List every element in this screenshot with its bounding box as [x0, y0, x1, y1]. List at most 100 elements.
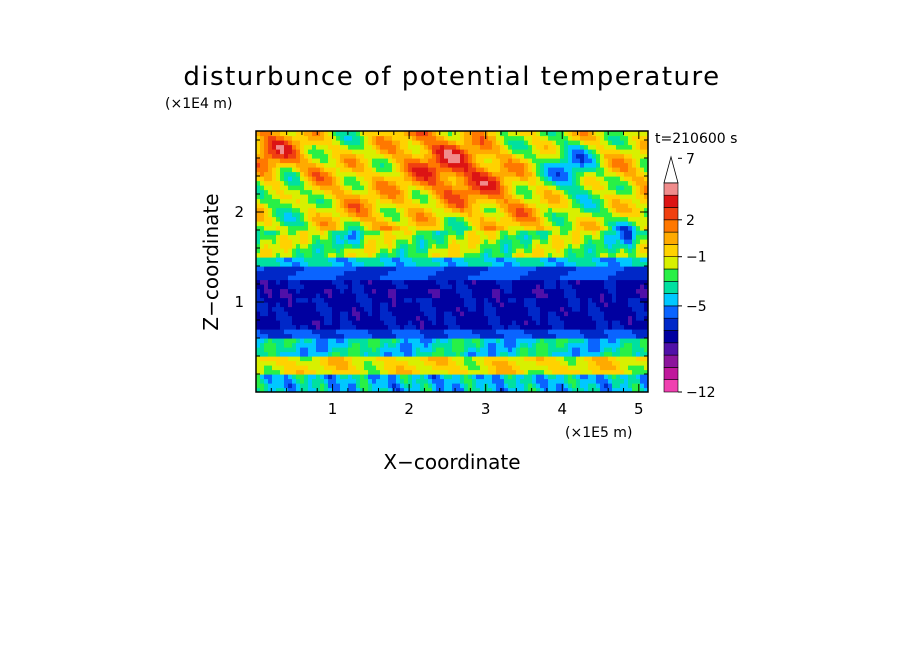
contour-cell — [288, 158, 293, 164]
contour-cell — [428, 221, 433, 227]
contour-cell — [520, 158, 525, 164]
contour-cell — [412, 279, 417, 285]
contour-cell — [580, 203, 585, 209]
contour-cell — [408, 144, 413, 150]
contour-cell — [508, 329, 513, 335]
contour-cell — [288, 140, 293, 146]
contour-cell — [484, 387, 489, 392]
contour-cell — [552, 306, 557, 312]
contour-cell — [572, 225, 577, 231]
contour-cell — [296, 297, 301, 303]
contour-cell — [548, 239, 553, 245]
contour-cell — [288, 176, 293, 182]
contour-cell — [528, 351, 533, 357]
contour-cell — [356, 153, 361, 159]
contour-cell — [540, 176, 545, 182]
contour-cell — [596, 293, 601, 299]
contour-cell — [320, 162, 325, 168]
contour-cell — [472, 149, 477, 155]
contour-cell — [468, 171, 473, 177]
contour-cell — [416, 365, 421, 371]
contour-cell — [544, 297, 549, 303]
contour-cell — [324, 230, 329, 236]
contour-cell — [352, 248, 357, 254]
contour-cell — [384, 212, 389, 218]
contour-cell — [408, 140, 413, 146]
contour-cell — [556, 135, 561, 141]
contour-cell — [316, 266, 321, 272]
contour-cell — [440, 239, 445, 245]
contour-cell — [308, 315, 313, 321]
contour-cell — [596, 270, 601, 276]
contour-cell — [524, 383, 529, 389]
contour-cell — [348, 378, 353, 384]
contour-cell — [336, 180, 341, 186]
contour-cell — [500, 162, 505, 168]
contour-cell — [376, 324, 381, 330]
contour-cell — [288, 149, 293, 155]
contour-cell — [488, 131, 493, 137]
contour-cell — [580, 378, 585, 384]
contour-cell — [328, 207, 333, 213]
contour-cell — [336, 333, 341, 339]
contour-cell — [424, 266, 429, 272]
contour-cell — [272, 221, 277, 227]
contour-cell — [420, 131, 425, 137]
contour-cell — [404, 293, 409, 299]
contour-cell — [504, 239, 509, 245]
contour-cell — [580, 221, 585, 227]
contour-cell — [564, 266, 569, 272]
contour-cell — [424, 369, 429, 375]
contour-cell — [460, 180, 465, 186]
contour-cell — [316, 243, 321, 249]
contour-cell — [456, 369, 461, 375]
contour-cell — [580, 167, 585, 173]
contour-cell — [492, 347, 497, 353]
contour-cell — [440, 275, 445, 281]
contour-cell — [452, 365, 457, 371]
contour-cell — [412, 270, 417, 276]
contour-cell — [336, 131, 341, 137]
contour-cell — [344, 234, 349, 240]
contour-cell — [552, 198, 557, 204]
contour-cell — [372, 356, 377, 362]
contour-cell — [272, 324, 277, 330]
contour-cell — [512, 131, 517, 137]
contour-cell — [564, 180, 569, 186]
contour-cell — [356, 207, 361, 213]
contour-cell — [544, 293, 549, 299]
contour-cell — [572, 311, 577, 317]
contour-cell — [416, 279, 421, 285]
contour-cell — [352, 131, 357, 137]
contour-cell — [484, 252, 489, 258]
contour-cell — [584, 243, 589, 249]
contour-cell — [260, 135, 265, 141]
contour-cell — [540, 207, 545, 213]
contour-cell — [372, 351, 377, 357]
contour-cell — [456, 293, 461, 299]
contour-cell — [364, 131, 369, 137]
contour-cell — [476, 360, 481, 366]
contour-cell — [496, 306, 501, 312]
contour-cell — [436, 306, 441, 312]
contour-cell — [256, 342, 261, 348]
contour-cell — [296, 207, 301, 213]
contour-cell — [500, 306, 505, 312]
contour-cell — [312, 176, 317, 182]
contour-cell — [564, 365, 569, 371]
contour-cell — [540, 333, 545, 339]
contour-cell — [544, 261, 549, 267]
contour-cell — [276, 369, 281, 375]
contour-cell — [436, 162, 441, 168]
contour-cell — [452, 369, 457, 375]
contour-cell — [452, 383, 457, 389]
contour-cell — [436, 383, 441, 389]
contour-cell — [308, 189, 313, 195]
contour-cell — [480, 297, 485, 303]
contour-cell — [368, 351, 373, 357]
contour-cell — [264, 360, 269, 366]
contour-cell — [292, 342, 297, 348]
contour-cell — [540, 329, 545, 335]
contour-cell — [348, 315, 353, 321]
contour-cell — [480, 302, 485, 308]
